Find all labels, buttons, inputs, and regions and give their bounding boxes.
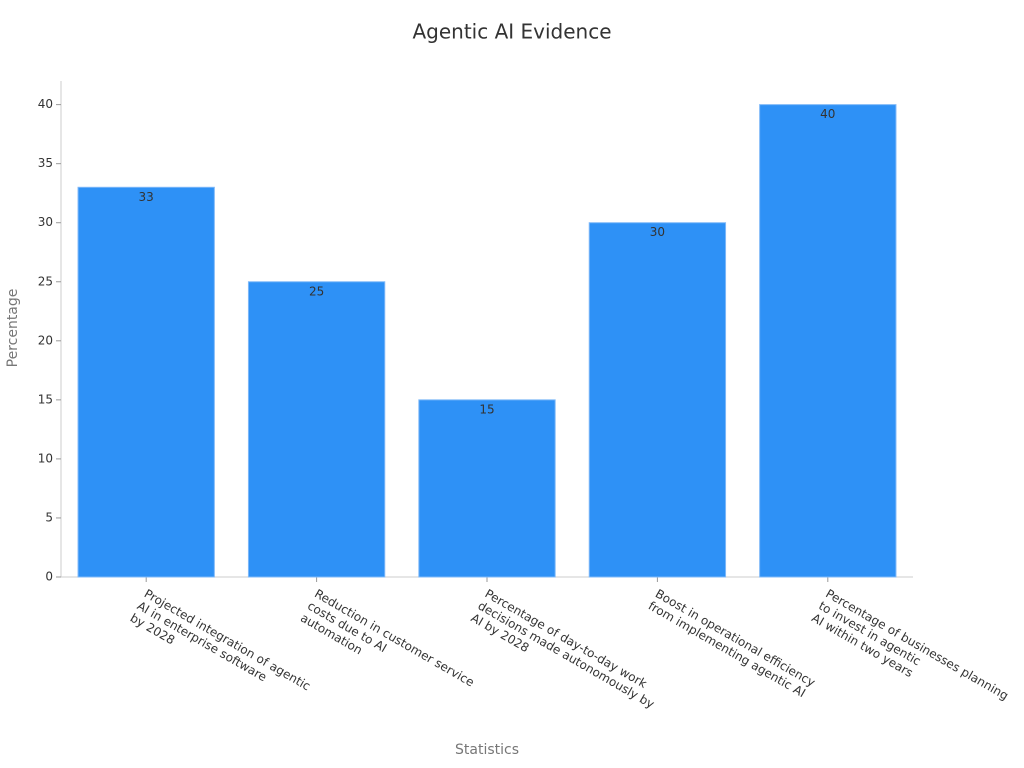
x-tick-label: Projected integration of agenticAI in en… <box>128 586 313 717</box>
y-tick-label: 15 <box>38 392 53 406</box>
value-label: 40 <box>820 107 835 121</box>
value-label: 33 <box>139 190 154 204</box>
bar <box>588 222 727 578</box>
y-tick-label: 20 <box>38 333 53 347</box>
bar <box>759 104 897 578</box>
chart-title: Agentic AI Evidence <box>412 20 611 44</box>
x-tick-label: Boost in operational efficiencyfrom impl… <box>646 586 818 701</box>
value-label: 30 <box>650 225 665 239</box>
y-tick-label: 0 <box>45 570 53 584</box>
y-tick-label: 25 <box>38 274 53 288</box>
y-axis-title: Percentage <box>5 289 21 368</box>
x-tick-label: Percentage of businesses planningto inve… <box>809 586 1011 727</box>
y-tick-label: 10 <box>38 451 53 465</box>
x-axis-title: Statistics <box>455 742 519 758</box>
value-label: 15 <box>479 402 494 416</box>
y-tick-label: 5 <box>45 510 53 524</box>
bar <box>247 281 386 578</box>
x-tick-label: Percentage of day-to-day workdecisions m… <box>469 586 664 723</box>
y-tick-label: 35 <box>38 156 53 170</box>
bar <box>418 399 556 578</box>
bar <box>77 186 215 578</box>
value-label: 25 <box>309 284 324 298</box>
y-tick-label: 40 <box>38 97 53 111</box>
y-tick-label: 30 <box>38 215 53 229</box>
x-tick-label: Reduction in customer servicecosts due t… <box>298 586 477 713</box>
